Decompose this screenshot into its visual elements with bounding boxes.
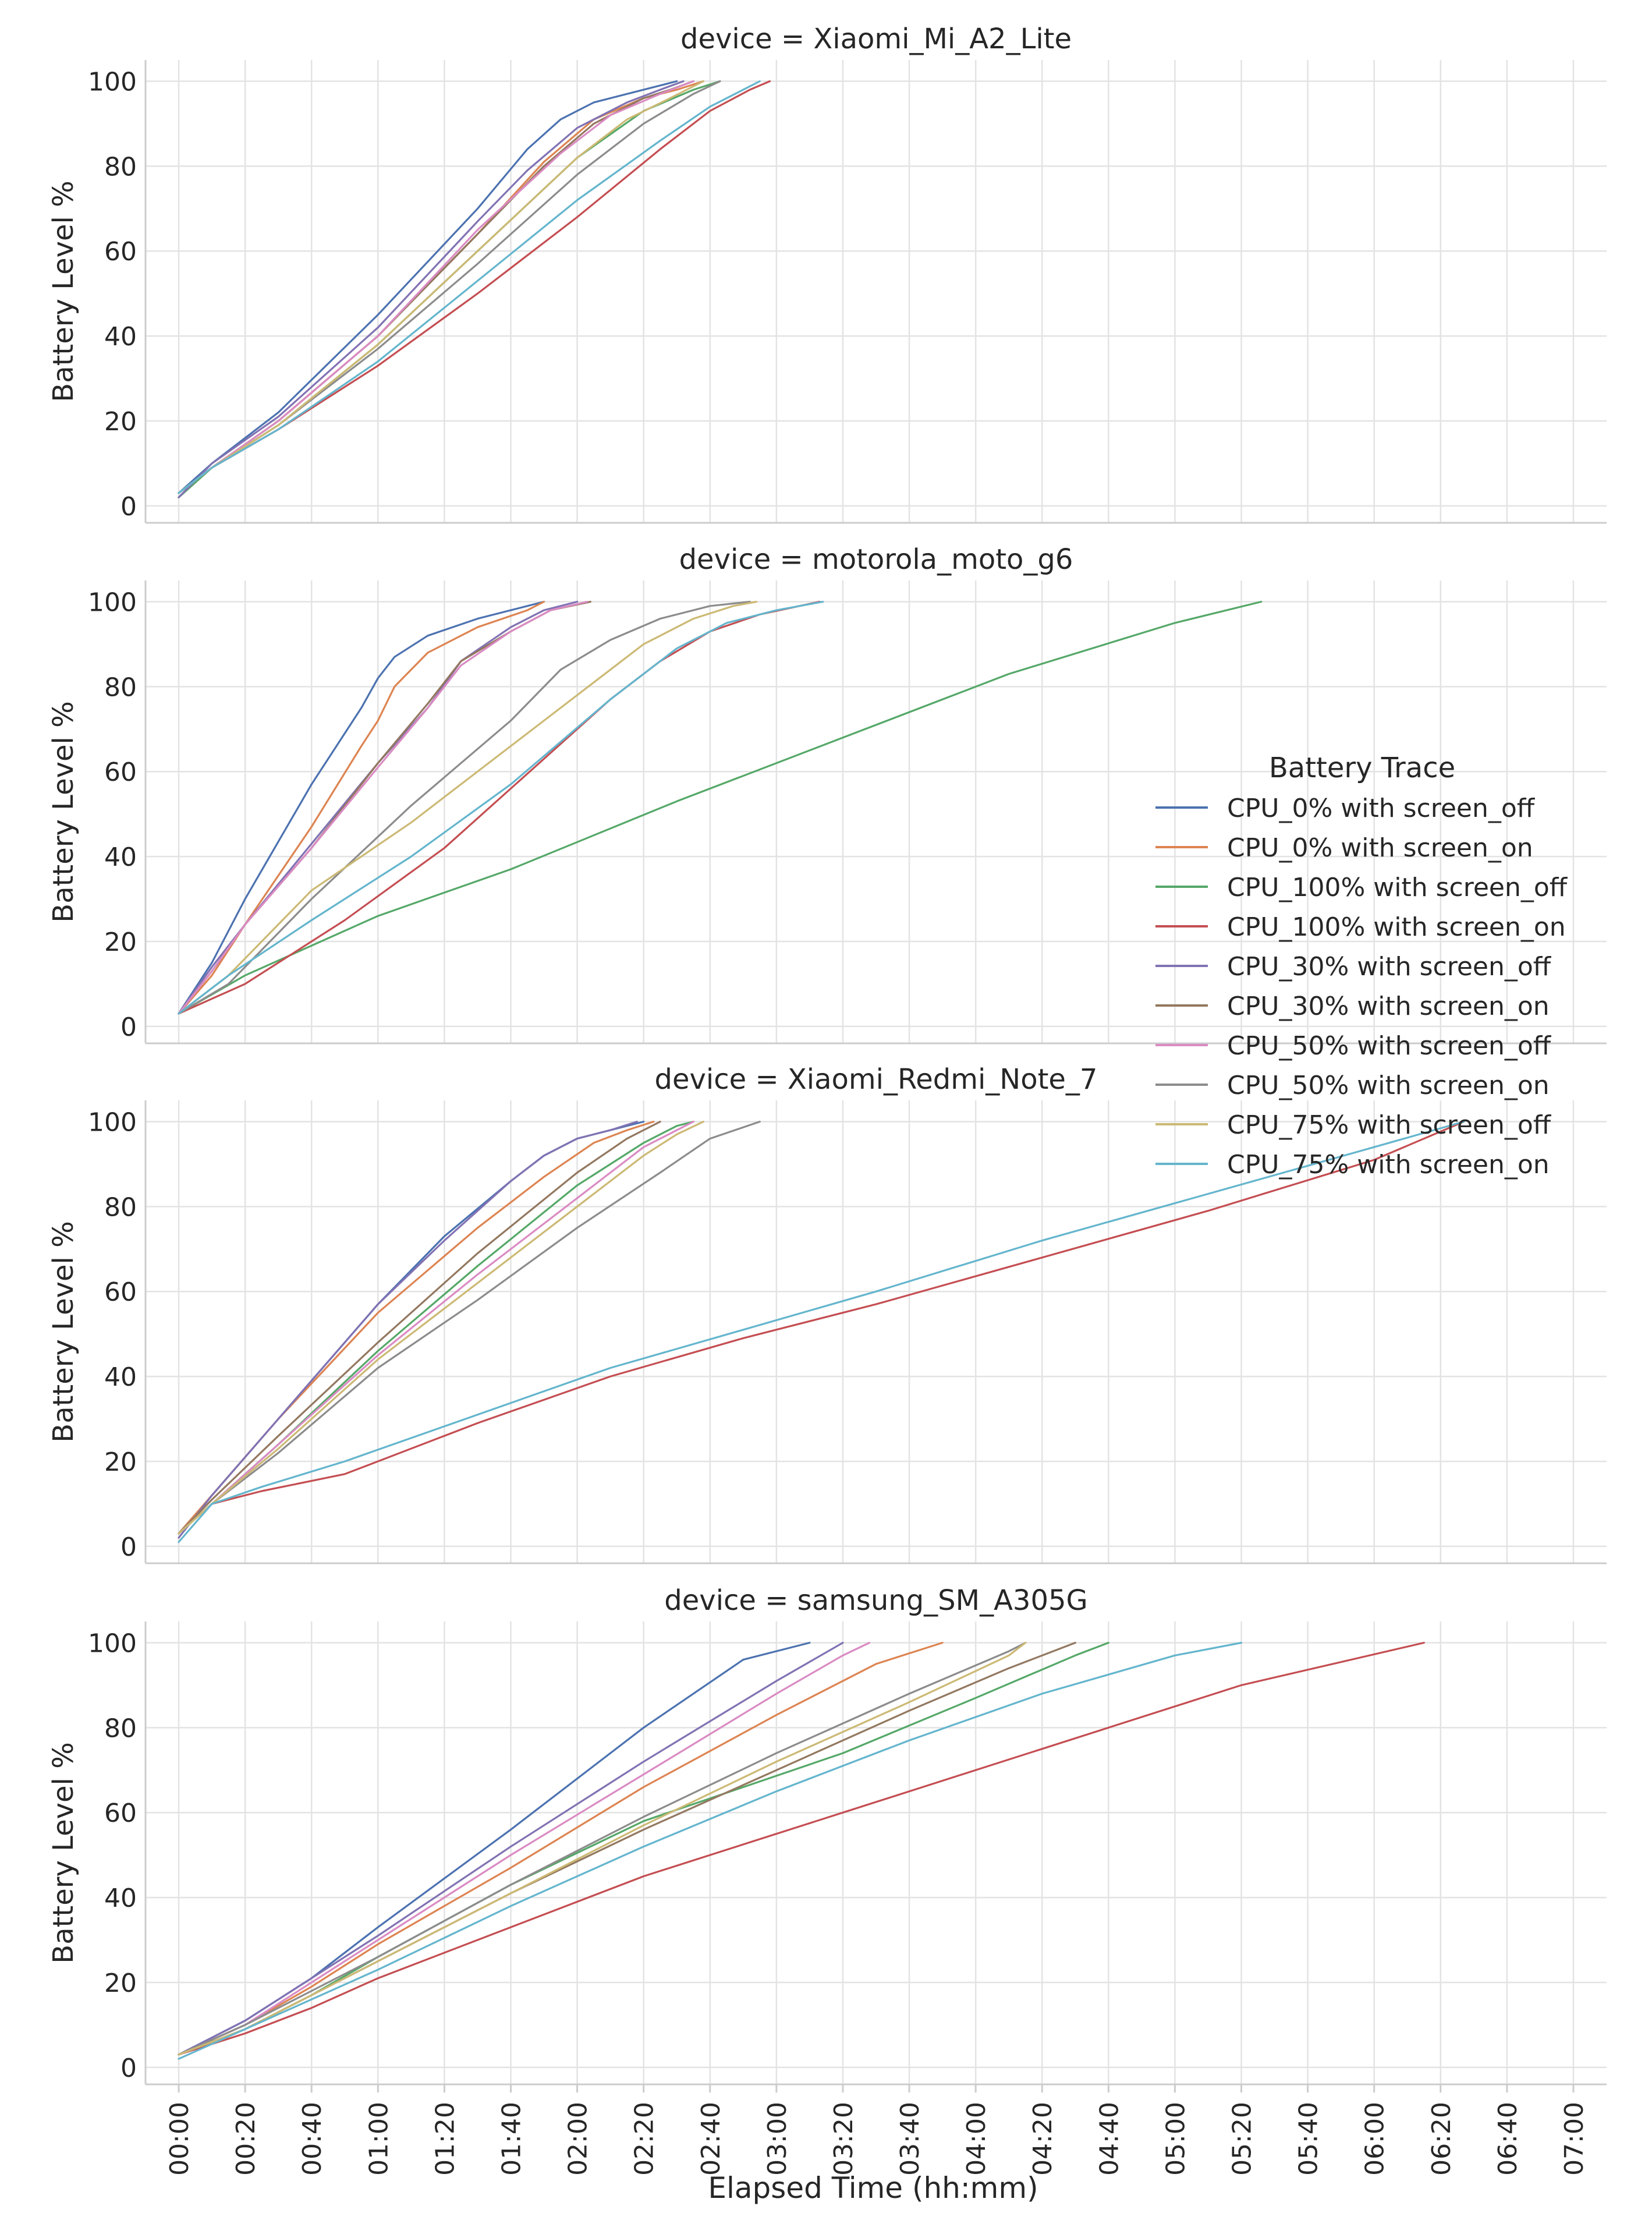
legend-entry-label: CPU_0% with screen_on — [1227, 833, 1533, 863]
x-tick-label: 02:40 — [696, 2102, 726, 2176]
x-tick-label: 02:20 — [630, 2102, 660, 2176]
x-tick-label: 00:40 — [297, 2102, 327, 2176]
y-tick-label: 80 — [104, 1192, 137, 1222]
legend-entry-label: CPU_50% with screen_on — [1227, 1071, 1550, 1100]
facet-title: device = samsung_SM_A305G — [664, 1584, 1087, 1617]
series-line — [178, 1120, 638, 1539]
y-tick-label: 100 — [88, 1107, 137, 1137]
series-line — [178, 600, 824, 1015]
legend-entry-label: CPU_75% with screen_on — [1227, 1150, 1550, 1180]
y-tick-label: 100 — [88, 587, 137, 617]
x-tick-label: 01:00 — [364, 2102, 393, 2176]
facet-title: device = motorola_moto_g6 — [679, 543, 1073, 576]
y-axis-label: Battery Level % — [47, 1221, 80, 1442]
legend: Battery Trace CPU_0% with screen_off CPU_0… — [1155, 752, 1568, 1180]
y-tick-label: 20 — [104, 927, 137, 957]
series-line — [178, 1120, 661, 1535]
x-tick-label: 03:20 — [829, 2102, 859, 2176]
y-tick-label: 60 — [104, 1798, 137, 1828]
series-line — [178, 1641, 1243, 2060]
y-axis-label: Battery Level % — [47, 701, 80, 922]
series-line — [178, 1120, 704, 1535]
facet-title: device = Xiaomi_Redmi_Note_7 — [655, 1063, 1098, 1096]
y-axis-label: Battery Level % — [47, 1742, 80, 1963]
y-tick-label: 0 — [120, 2053, 137, 2083]
x-tick-label: 01:20 — [430, 2102, 460, 2176]
legend-entry-label: CPU_100% with screen_off — [1227, 873, 1568, 902]
legend-entry-label: CPU_0% with screen_off — [1227, 794, 1536, 823]
x-tick-label: 04:20 — [1028, 2102, 1058, 2176]
legend-entry-label: CPU_75% with screen_off — [1227, 1110, 1552, 1140]
series-line — [178, 80, 694, 494]
y-tick-label: 40 — [104, 1362, 137, 1392]
series-line — [178, 600, 758, 1015]
legend-entry-label: CPU_30% with screen_on — [1227, 992, 1550, 1021]
x-tick-label: 06:40 — [1493, 2102, 1523, 2176]
x-tick-label: 06:00 — [1360, 2102, 1390, 2176]
series-line — [178, 1641, 844, 2056]
series-line — [178, 1120, 1465, 1535]
y-tick-label: 0 — [120, 1532, 137, 1562]
y-tick-label: 40 — [104, 1883, 137, 1913]
x-axis-label: Elapsed Time (hh:mm) — [708, 2171, 1038, 2205]
y-tick-label: 60 — [104, 757, 137, 787]
legend-title: Battery Trace — [1269, 752, 1455, 784]
y-tick-label: 40 — [104, 842, 137, 872]
facet-panel: 0 20 40 60 80 100 device = motorola_moto_g6 Bat… — [47, 543, 1607, 1045]
x-tick-label: 07:00 — [1559, 2102, 1589, 2176]
y-tick-label: 20 — [104, 1968, 137, 1998]
series-line — [178, 80, 761, 494]
facet-panel: 0 20 40 60 80 100 device = Xiaomi_Redmi_Note_7… — [47, 1063, 1607, 1564]
x-tick-label: 03:40 — [895, 2102, 925, 2176]
y-tick-label: 20 — [104, 1447, 137, 1477]
series-line — [178, 600, 579, 1015]
y-tick-label: 0 — [120, 492, 137, 522]
x-tick-label: 00:00 — [165, 2102, 194, 2176]
series-line — [178, 600, 545, 1015]
series-line — [178, 600, 821, 1015]
x-tick-label: 05:40 — [1294, 2102, 1324, 2176]
y-tick-label: 0 — [120, 1012, 137, 1042]
y-tick-label: 20 — [104, 407, 137, 437]
series-line — [178, 1120, 1465, 1543]
series-line — [178, 1641, 1027, 2056]
legend-entry-label: CPU_30% with screen_off — [1227, 952, 1552, 982]
series-line — [178, 1641, 1425, 2056]
y-tick-label: 40 — [104, 322, 137, 352]
series-line — [178, 600, 589, 1015]
facet-title: device = Xiaomi_Mi_A2_Lite — [680, 23, 1072, 55]
facet-panel: 0 20 40 60 80 100 device = samsung_SM_A305G Bat… — [47, 1584, 1607, 2086]
x-tick-label: 01:40 — [497, 2102, 527, 2176]
y-tick-label: 80 — [104, 152, 137, 182]
y-tick-label: 60 — [104, 1277, 137, 1307]
series-line — [178, 1641, 1027, 2056]
x-tick-label: 03:00 — [763, 2102, 792, 2176]
y-tick-label: 100 — [88, 67, 137, 97]
legend-entry-label: CPU_100% with screen_on — [1227, 912, 1566, 942]
x-tick-label: 04:40 — [1094, 2102, 1124, 2176]
legend-entry-label: CPU_50% with screen_off — [1227, 1031, 1552, 1061]
y-axis-label: Battery Level % — [47, 180, 80, 402]
x-tick-label: 04:00 — [962, 2102, 991, 2176]
series-line — [178, 80, 685, 498]
y-tick-label: 100 — [88, 1628, 137, 1658]
series-line — [178, 600, 751, 1015]
x-tick-label: 05:20 — [1228, 2102, 1257, 2176]
x-tick-label: 02:00 — [563, 2102, 593, 2176]
series-line — [178, 1641, 871, 2056]
series-line — [178, 80, 704, 494]
series-line — [178, 1120, 694, 1535]
y-tick-label: 60 — [104, 237, 137, 267]
y-tick-label: 80 — [104, 1713, 137, 1743]
x-tick-label: 05:00 — [1161, 2102, 1190, 2176]
series-line — [178, 80, 678, 494]
facet-panel: 0 20 40 60 80 100 device = Xiaomi_Mi_A2_Lite Ba… — [47, 23, 1607, 524]
series-line — [178, 1641, 944, 2056]
x-tick-label: 06:20 — [1427, 2102, 1456, 2176]
y-tick-label: 80 — [104, 672, 137, 702]
x-tick-label: 00:20 — [231, 2102, 261, 2176]
series-line — [178, 1120, 761, 1535]
